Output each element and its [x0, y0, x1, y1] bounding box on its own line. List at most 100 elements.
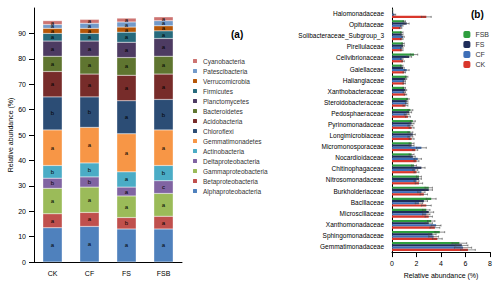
svg-text:Verrucomicrobia: Verrucomicrobia: [203, 78, 250, 85]
svg-text:Acidobacteria: Acidobacteria: [203, 118, 243, 125]
svg-text:a: a: [88, 216, 92, 222]
svg-text:Haliangiaceae: Haliangiaceae: [343, 77, 385, 85]
svg-text:a: a: [162, 84, 166, 90]
svg-text:90: 90: [18, 30, 26, 37]
svg-text:a: a: [162, 220, 166, 226]
svg-text:a: a: [162, 44, 166, 50]
svg-text:Xanthobacteraceae: Xanthobacteraceae: [328, 88, 385, 95]
svg-text:FSB: FSB: [157, 270, 171, 277]
svg-text:Burkholderiaceae: Burkholderiaceae: [333, 188, 384, 195]
svg-text:Nitrosomonadaceae: Nitrosomonadaceae: [326, 176, 385, 183]
svg-text:a: a: [51, 46, 55, 52]
svg-text:Gaiellaceae: Gaiellaceae: [350, 66, 385, 73]
svg-text:0: 0: [22, 259, 26, 266]
svg-text:a: a: [125, 204, 129, 210]
svg-text:4: 4: [439, 260, 443, 267]
svg-text:10: 10: [18, 233, 26, 240]
svg-text:a: a: [125, 176, 129, 182]
svg-text:b: b: [88, 167, 92, 173]
svg-text:0: 0: [390, 260, 394, 267]
svg-text:Sphingomonadaceae: Sphingomonadaceae: [323, 232, 385, 240]
svg-text:Solibacteraceae_Subgroup_3: Solibacteraceae_Subgroup_3: [298, 32, 384, 40]
svg-text:Halomonadaceae: Halomonadaceae: [333, 10, 384, 17]
svg-text:Gemmatimonadetes: Gemmatimonadetes: [203, 138, 262, 145]
svg-text:Pirellulaceae: Pirellulaceae: [347, 43, 385, 50]
svg-text:Nocardioidaceae: Nocardioidaceae: [335, 154, 384, 161]
svg-text:a: a: [51, 145, 55, 151]
svg-text:a: a: [88, 18, 92, 24]
svg-text:a: a: [88, 62, 92, 68]
svg-text:a: a: [162, 32, 166, 38]
svg-text:Chitinophagaceae: Chitinophagaceae: [332, 165, 385, 173]
svg-text:a: a: [51, 198, 55, 204]
svg-text:a: a: [125, 150, 129, 156]
svg-text:8: 8: [488, 260, 492, 267]
svg-text:FSB: FSB: [475, 31, 489, 38]
svg-text:Bacillaceae: Bacillaceae: [351, 199, 385, 206]
svg-text:a: a: [162, 16, 166, 22]
svg-text:b: b: [88, 109, 92, 115]
svg-text:80: 80: [18, 55, 26, 62]
svg-text:b: b: [51, 180, 55, 186]
svg-text:a: a: [51, 61, 55, 67]
svg-text:Cellvibrionaceae: Cellvibrionaceae: [336, 54, 384, 61]
svg-text:(b): (b): [471, 9, 484, 20]
svg-text:40: 40: [18, 157, 26, 164]
svg-text:a: a: [51, 242, 55, 248]
svg-text:CK: CK: [48, 270, 58, 277]
svg-text:70: 70: [18, 81, 26, 88]
svg-text:FS: FS: [475, 41, 484, 48]
svg-text:Gammaproteobacteria: Gammaproteobacteria: [203, 168, 268, 176]
svg-text:b: b: [162, 170, 166, 176]
svg-text:c: c: [162, 184, 165, 190]
svg-text:a: a: [162, 145, 166, 151]
svg-text:Bacteroidetes: Bacteroidetes: [203, 108, 243, 115]
svg-text:a: a: [125, 242, 129, 248]
svg-text:a: a: [125, 85, 129, 91]
svg-text:a: a: [162, 62, 166, 68]
svg-text:Relative abundance (%): Relative abundance (%): [7, 98, 15, 173]
svg-text:a: a: [125, 17, 129, 23]
svg-text:Actinobacteria: Actinobacteria: [203, 148, 245, 155]
svg-text:30: 30: [18, 182, 26, 189]
svg-text:a: a: [51, 34, 55, 40]
svg-text:a: a: [51, 218, 55, 224]
svg-text:Patescibacteria: Patescibacteria: [203, 68, 248, 75]
svg-text:CK: CK: [475, 61, 485, 68]
svg-text:Gemmatimonadaceae: Gemmatimonadaceae: [320, 243, 384, 250]
svg-text:Chloroflexi: Chloroflexi: [203, 128, 234, 135]
svg-text:Opitutaceae: Opitutaceae: [349, 21, 384, 29]
svg-text:a: a: [51, 81, 55, 87]
svg-text:a: a: [125, 189, 129, 195]
svg-text:60: 60: [18, 106, 26, 113]
svg-text:Firmicutes: Firmicutes: [203, 88, 234, 95]
svg-text:b: b: [125, 220, 129, 226]
svg-text:b: b: [88, 179, 92, 185]
svg-text:a: a: [51, 20, 55, 26]
svg-text:b: b: [162, 112, 166, 118]
svg-text:a: a: [88, 142, 92, 148]
svg-text:(a): (a): [231, 29, 243, 40]
svg-text:CF: CF: [85, 270, 94, 277]
svg-text:a: a: [125, 114, 129, 120]
svg-text:Xanthomonadaceae: Xanthomonadaceae: [326, 221, 385, 228]
svg-text:a: a: [125, 47, 129, 53]
svg-text:Steroidobacteraceae: Steroidobacteraceae: [324, 99, 384, 106]
svg-text:50: 50: [18, 132, 26, 139]
svg-text:a: a: [88, 197, 92, 203]
svg-text:6: 6: [464, 260, 468, 267]
svg-text:FS: FS: [122, 270, 131, 277]
svg-text:a: a: [162, 242, 166, 248]
svg-text:a: a: [88, 46, 92, 52]
svg-text:Micromonosporaceae: Micromonosporaceae: [321, 143, 384, 151]
svg-text:a: a: [88, 34, 92, 40]
svg-text:b: b: [51, 110, 55, 116]
svg-text:Longimicrobiaceae: Longimicrobiaceae: [329, 132, 384, 140]
svg-text:Pyrinomonadaceae: Pyrinomonadaceae: [328, 121, 384, 129]
svg-text:a: a: [125, 63, 129, 69]
svg-text:CF: CF: [475, 51, 484, 58]
svg-text:a: a: [88, 82, 92, 88]
svg-text:b: b: [51, 169, 55, 175]
svg-text:Microscillaceae: Microscillaceae: [340, 210, 385, 217]
svg-text:Betaproteobacteria: Betaproteobacteria: [203, 178, 258, 186]
